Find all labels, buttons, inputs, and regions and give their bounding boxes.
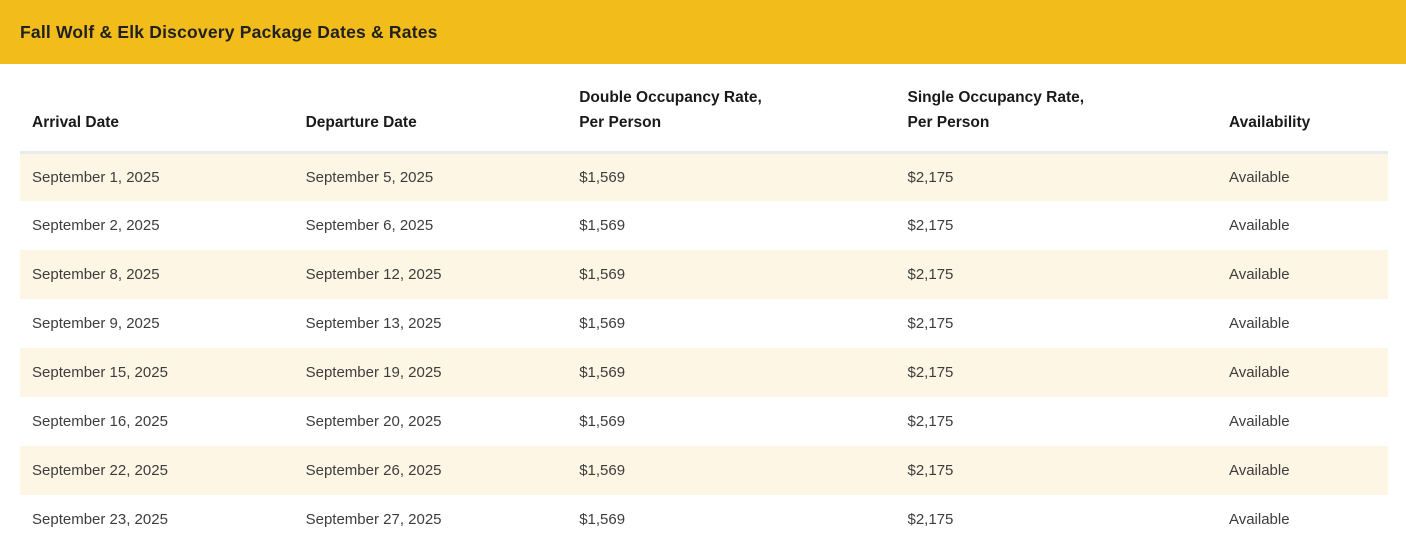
double-occupancy-rate-cell: $1,569 bbox=[579, 413, 626, 431]
double-occupancy-rate-cell: $1,569 bbox=[579, 315, 626, 333]
table-row: September 2, 2025 September 6, 2025 $1,569… bbox=[20, 201, 1388, 251]
rates-table: Arrival Date Departure Date Double Occup… bbox=[20, 64, 1388, 545]
single-occupancy-rate-cell: $2,175 bbox=[907, 217, 954, 235]
arrival-date-cell: September 15, 2025 bbox=[32, 364, 168, 382]
column-header-single-occupancy: Single Occupancy Rate, Per Person bbox=[907, 89, 1085, 131]
table-row: September 16, 2025 September 20, 2025 $1,5… bbox=[20, 397, 1388, 447]
availability-cell: Available bbox=[1228, 217, 1290, 235]
double-occupancy-rate-cell: $1,569 bbox=[579, 168, 626, 186]
single-occupancy-rate-cell: $2,175 bbox=[907, 266, 954, 284]
single-occupancy-rate-cell: $2,175 bbox=[907, 413, 954, 431]
column-header-double-occupancy: Double Occupancy Rate, Per Person bbox=[579, 89, 762, 131]
page-title: Fall Wolf & Elk Discovery Package Dates … bbox=[20, 21, 438, 42]
single-occupancy-rate-cell: $2,175 bbox=[907, 364, 954, 382]
arrival-date-cell: September 23, 2025 bbox=[32, 511, 168, 529]
column-header-availability: Availability bbox=[1228, 113, 1311, 131]
departure-date-cell: September 19, 2025 bbox=[305, 364, 442, 382]
availability-cell: Available bbox=[1228, 462, 1290, 480]
rates-table-header: Arrival Date Departure Date Double Occup… bbox=[20, 64, 1388, 152]
table-row: September 9, 2025 September 13, 2025 $1,56… bbox=[20, 299, 1388, 349]
double-occupancy-rate-cell: $1,569 bbox=[579, 462, 626, 480]
header-row: Arrival Date Departure Date Double Occup… bbox=[20, 64, 1388, 152]
departure-date-cell: September 5, 2025 bbox=[305, 168, 434, 186]
table-row: September 8, 2025 September 12, 2025 $1,56… bbox=[20, 250, 1388, 300]
table-row: September 1, 2025 September 5, 2025 $1,569… bbox=[20, 152, 1388, 202]
departure-date-cell: September 6, 2025 bbox=[305, 217, 434, 235]
arrival-date-cell: September 22, 2025 bbox=[32, 462, 168, 480]
single-occupancy-rate-cell: $2,175 bbox=[907, 462, 954, 480]
arrival-date-cell: September 9, 2025 bbox=[32, 315, 160, 333]
package-header-bar: Fall Wolf & Elk Discovery Package Dates … bbox=[0, 0, 1406, 64]
availability-cell: Available bbox=[1228, 413, 1290, 431]
double-occupancy-rate-cell: $1,569 bbox=[579, 217, 626, 235]
rates-table-container: Arrival Date Departure Date Double Occup… bbox=[20, 64, 1388, 545]
double-occupancy-rate-cell: $1,569 bbox=[579, 511, 626, 529]
arrival-date-cell: September 2, 2025 bbox=[32, 217, 160, 235]
arrival-date-cell: September 8, 2025 bbox=[32, 266, 160, 284]
single-occupancy-rate-cell: $2,175 bbox=[907, 315, 954, 333]
departure-date-cell: September 13, 2025 bbox=[305, 315, 442, 333]
column-header-arrival-date: Arrival Date bbox=[32, 113, 120, 131]
double-occupancy-rate-cell: $1,569 bbox=[579, 266, 626, 284]
availability-cell: Available bbox=[1228, 315, 1290, 333]
availability-cell: Available bbox=[1228, 364, 1290, 382]
departure-date-cell: September 12, 2025 bbox=[305, 266, 442, 284]
arrival-date-cell: September 1, 2025 bbox=[32, 168, 160, 186]
arrival-date-cell: September 16, 2025 bbox=[32, 413, 168, 431]
table-row: September 22, 2025 September 26, 2025 $1,5… bbox=[20, 446, 1388, 496]
departure-date-cell: September 27, 2025 bbox=[305, 511, 442, 529]
availability-cell: Available bbox=[1228, 266, 1290, 284]
availability-cell: Available bbox=[1228, 511, 1290, 529]
rates-table-body: September 1, 2025 September 5, 2025 $1,569… bbox=[20, 152, 1388, 545]
single-occupancy-rate-cell: $2,175 bbox=[907, 168, 954, 186]
departure-date-cell: September 26, 2025 bbox=[305, 462, 442, 480]
availability-cell: Available bbox=[1228, 168, 1290, 186]
departure-date-cell: September 20, 2025 bbox=[305, 413, 442, 431]
table-row: September 15, 2025 September 19, 2025 $1,5… bbox=[20, 348, 1388, 398]
single-occupancy-rate-cell: $2,175 bbox=[907, 511, 954, 529]
table-row: September 23, 2025 September 27, 2025 $1,5… bbox=[20, 495, 1388, 545]
column-header-departure-date: Departure Date bbox=[305, 113, 417, 131]
double-occupancy-rate-cell: $1,569 bbox=[579, 364, 626, 382]
